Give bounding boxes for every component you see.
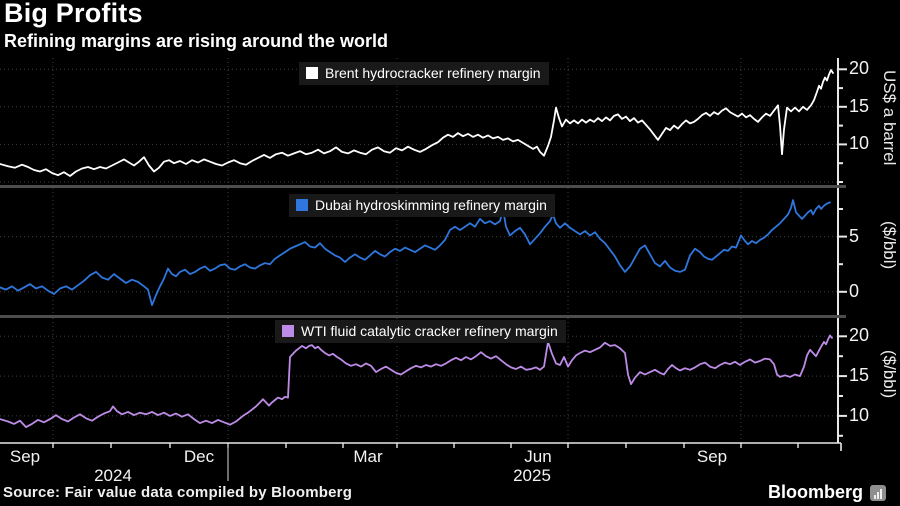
bloomberg-chart-icon (870, 484, 886, 501)
y-tick-label: 20 (849, 58, 870, 79)
source-note: Source: Fair value data compiled by Bloo… (3, 484, 353, 501)
legend-swatch-wti-icon (282, 325, 294, 337)
legend-swatch-dubai-icon (296, 199, 308, 211)
x-year-label: 2024 (94, 466, 132, 485)
y-tick-label: 0 (849, 280, 860, 301)
series-line-brent (0, 69, 834, 177)
legend-wti: WTI fluid catalytic cracker refinery mar… (275, 320, 566, 343)
x-month-label: Sep (9, 447, 41, 466)
legend-label-brent: Brent hydrocracker refinery margin (325, 65, 541, 81)
series-line-dubai (0, 199, 831, 307)
x-month-label: Jun (524, 447, 552, 466)
y-tick-label: 15 (849, 95, 870, 116)
x-month-label: Mar (353, 447, 383, 466)
y-axis-title-brent: US$ a barrel (880, 69, 899, 166)
y-tick-label: 15 (849, 365, 870, 386)
legend-label-dubai: Dubai hydroskimming refinery margin (315, 197, 547, 213)
y-axis-title-wti: ($/bbl) (880, 350, 899, 399)
bloomberg-logo: Bloomberg (768, 482, 886, 503)
y-tick-label: 10 (849, 404, 870, 425)
bloomberg-logo-text: Bloomberg (767, 482, 863, 502)
legend-dubai: Dubai hydroskimming refinery margin (289, 194, 555, 217)
x-year-label: 2025 (513, 466, 551, 485)
x-month-label: Dec (183, 447, 215, 466)
page-subtitle: Refining margins are rising around the w… (4, 31, 389, 51)
page-title: Big Profits (4, 0, 143, 28)
y-tick-label: 20 (849, 325, 870, 346)
y-axis-title-dubai: ($/bbl) (880, 221, 899, 270)
y-tick-label: 5 (849, 225, 860, 246)
legend-label-wti: WTI fluid catalytic cracker refinery mar… (301, 323, 558, 339)
legend-brent: Brent hydrocracker refinery margin (299, 62, 549, 85)
y-tick-label: 10 (849, 133, 870, 154)
x-month-label: Sep (696, 447, 728, 466)
legend-swatch-brent-icon (306, 67, 318, 79)
series-line-wti (0, 334, 833, 429)
